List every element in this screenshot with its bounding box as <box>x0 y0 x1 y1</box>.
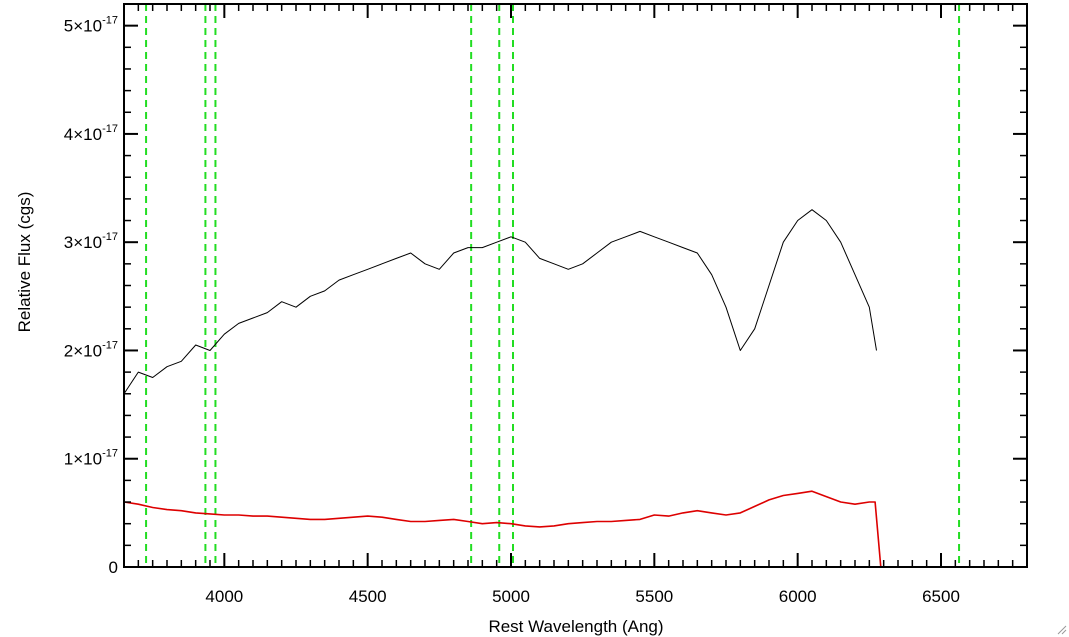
plot-frame <box>123 3 1028 568</box>
y-tick-labels: 0 1×10-17 2×10-17 3×10-17 4×10-17 5×10-17 <box>64 15 118 577</box>
resize-grip-icon[interactable] <box>1055 623 1067 635</box>
y-tick-label-4: 4×10-17 <box>64 123 118 144</box>
y-tick-label-3: 3×10-17 <box>64 231 118 252</box>
y-tick-label-5: 5×10-17 <box>64 15 118 36</box>
x-tick-label-4: 6000 <box>779 587 817 606</box>
x-tick-label-3: 5500 <box>635 587 673 606</box>
emission-line-markers <box>145 4 961 567</box>
x-tick-label-2: 5000 <box>492 587 530 606</box>
axis-ticks <box>123 4 1028 568</box>
spectrum-series-0 <box>123 209 877 395</box>
x-tick-label-5: 6500 <box>922 587 960 606</box>
y-tick-label-2: 2×10-17 <box>64 339 118 360</box>
x-tick-label-1: 4500 <box>349 587 387 606</box>
x-axis-title: Rest Wavelength (Ang) <box>488 617 663 636</box>
x-tick-labels: 4000 4500 5000 5500 6000 6500 <box>205 587 959 606</box>
x-tick-label-0: 4000 <box>205 587 243 606</box>
spectrum-series <box>123 209 1027 568</box>
y-tick-label-1: 1×10-17 <box>64 448 118 469</box>
y-tick-label-0: 0 <box>109 558 118 577</box>
y-axis-title: Relative Flux (cgs) <box>15 192 34 333</box>
spectrum-series-1 <box>123 490 1027 568</box>
